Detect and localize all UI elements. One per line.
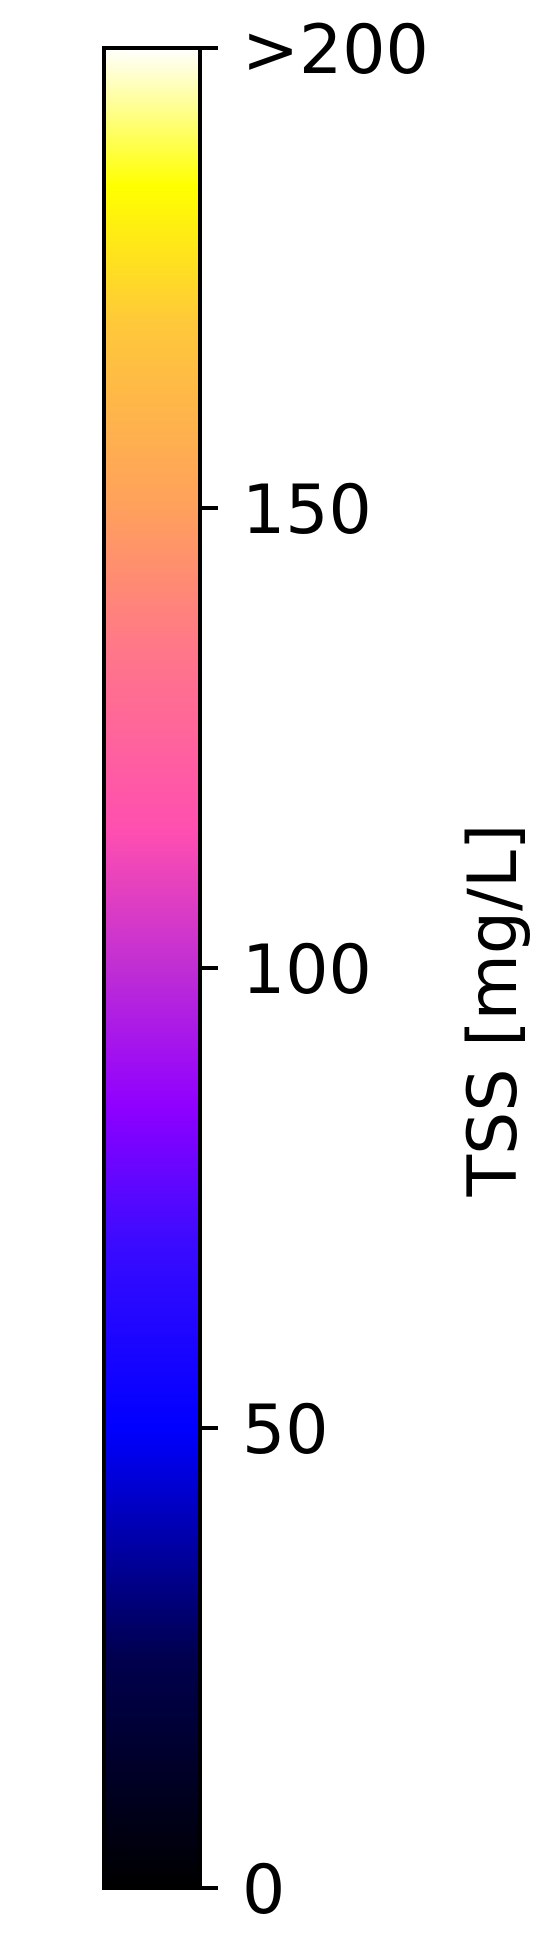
colorbar-axis-label: TSS [mg/L] [454,824,533,1198]
colorbar-tick-label: 150 [242,471,372,550]
colorbar-tick-label: 50 [242,1391,329,1470]
colorbar-ticks: 0 50 100 150 >200 [200,11,429,1930]
colorbar-tick-label: 0 [242,1851,285,1930]
colorbar-tick-label: 100 [242,931,372,1010]
colorbar-fill [104,48,200,1888]
colorbar-tick-label: >200 [242,11,429,90]
